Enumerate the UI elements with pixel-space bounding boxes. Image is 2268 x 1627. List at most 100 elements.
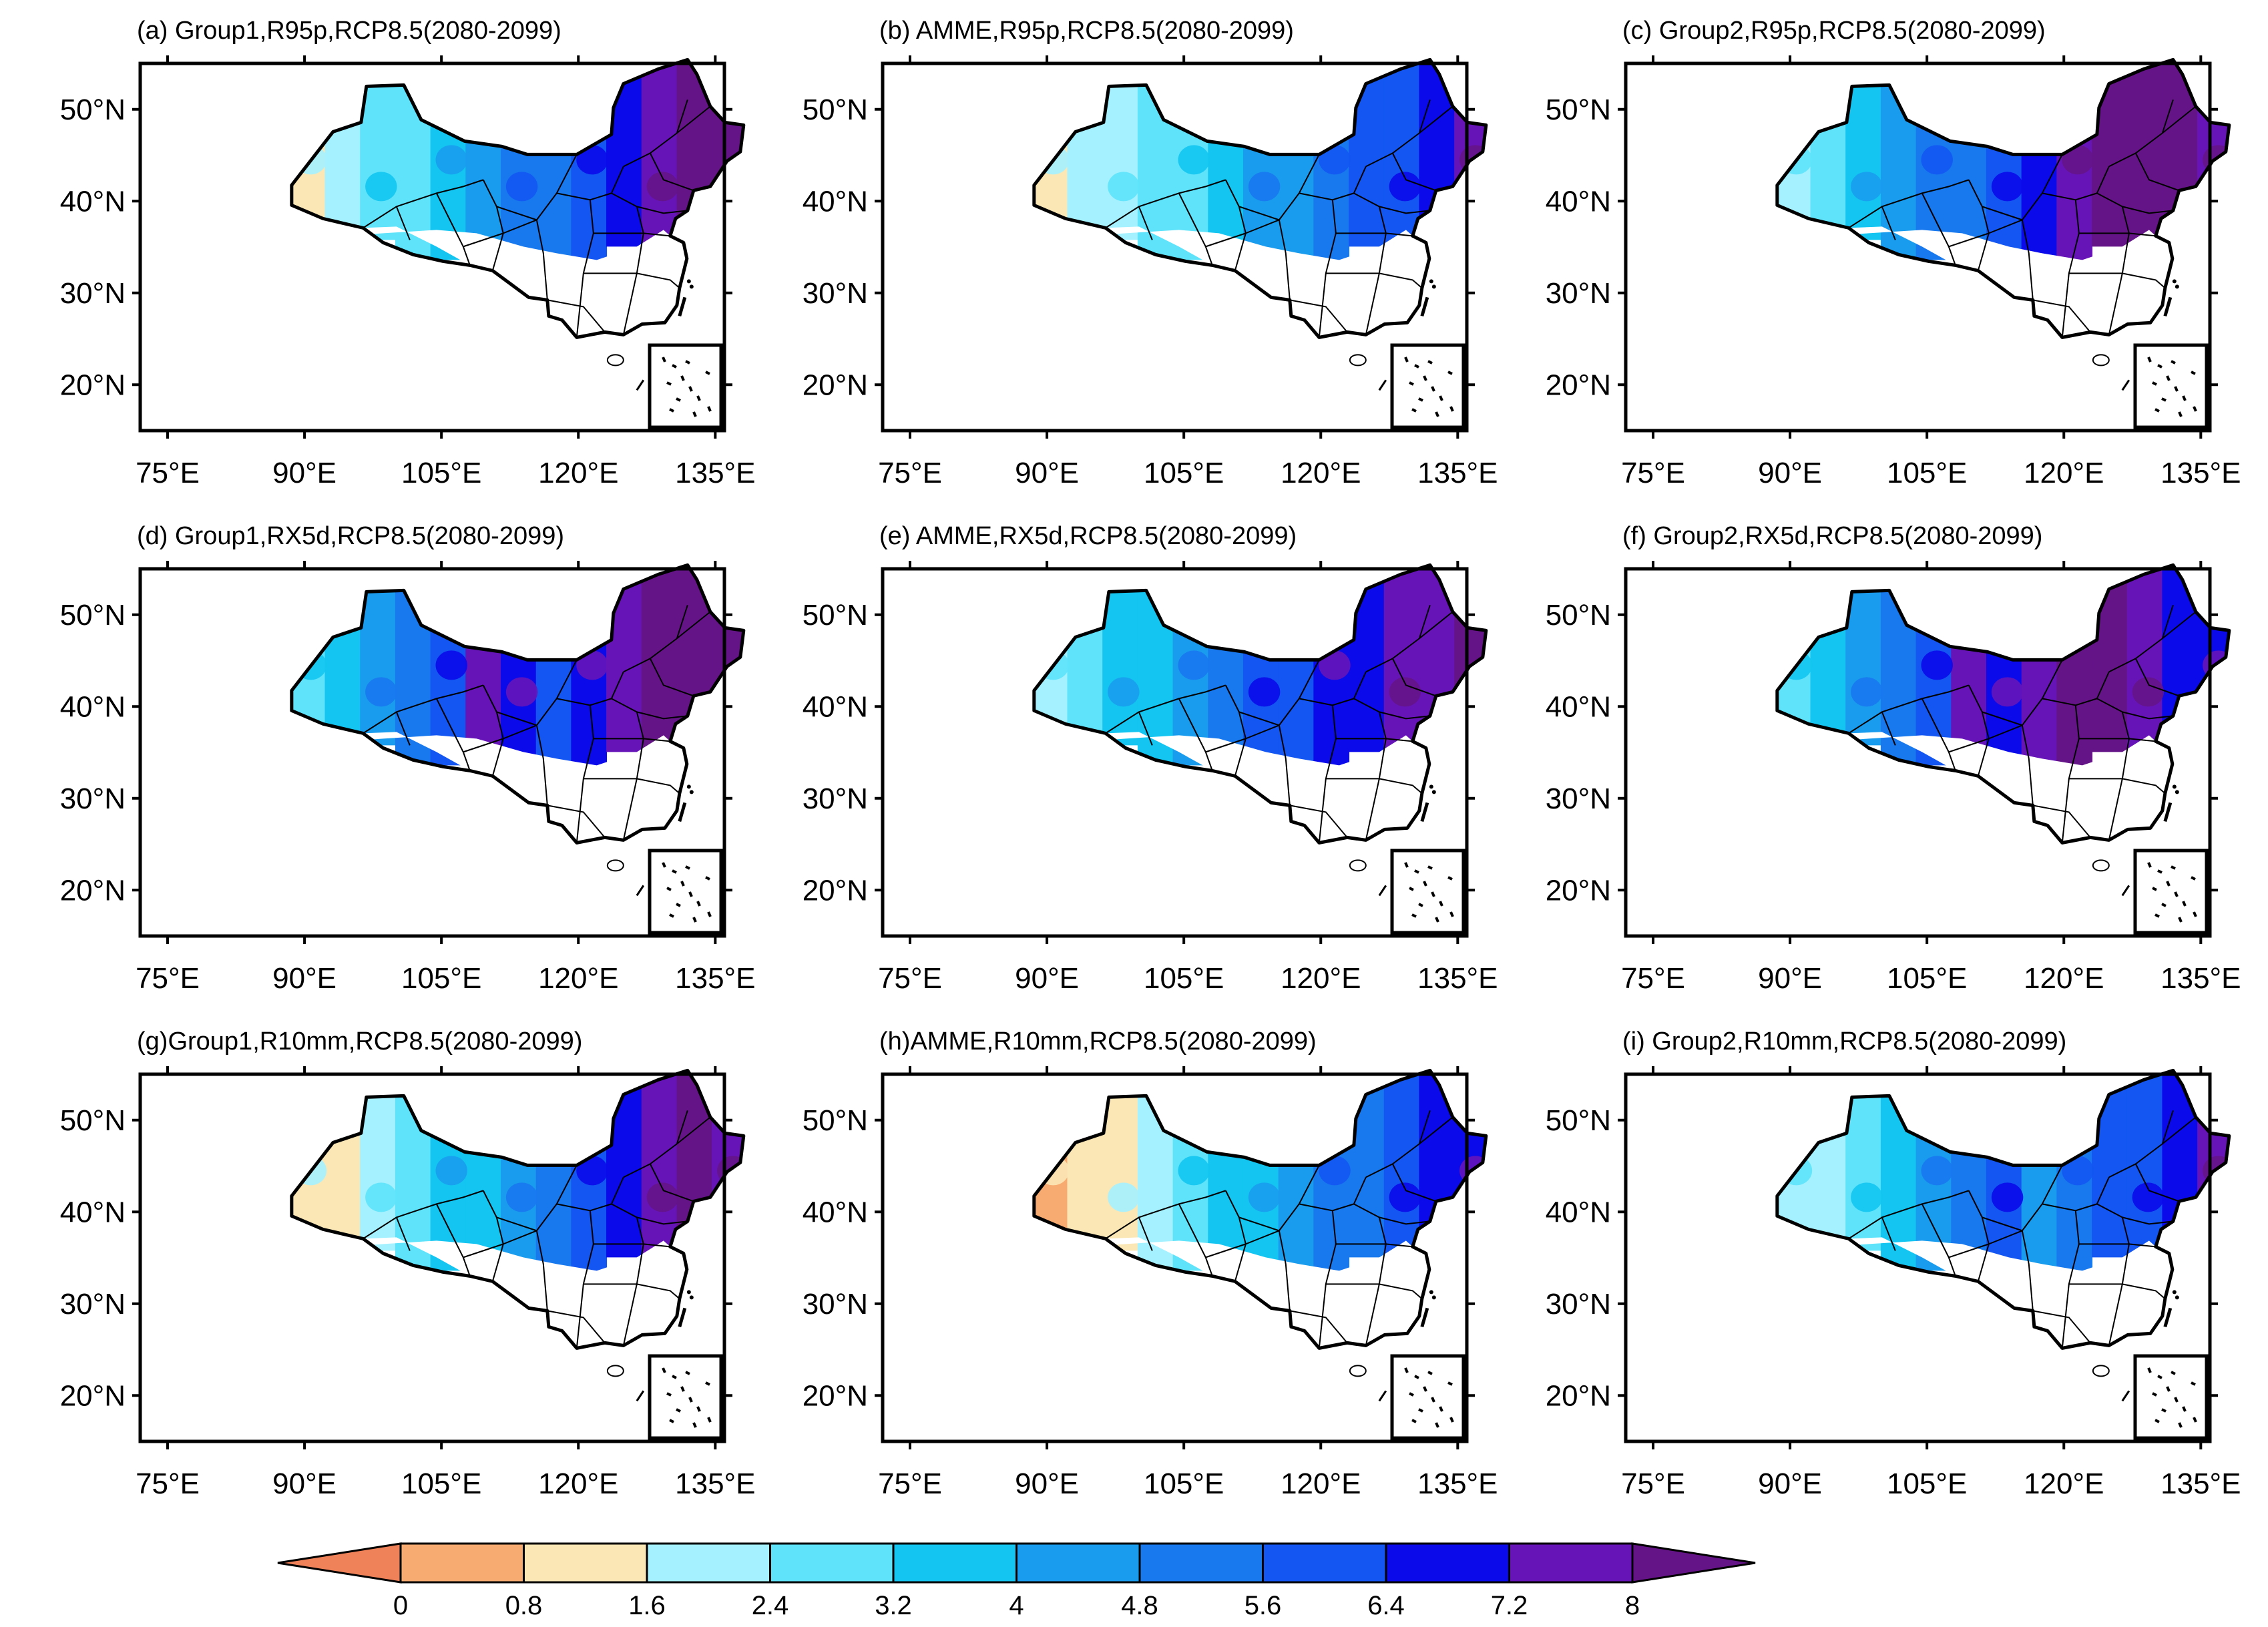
province-boundary: [463, 1243, 504, 1258]
lat-label: 50°N: [1546, 1104, 1611, 1137]
province-boundary: [1178, 698, 1213, 771]
shade-blob: [1319, 650, 1351, 680]
shade-cell: [1383, 565, 1420, 752]
south-china-sea-inset: [2133, 343, 2209, 429]
province-boundary: [1948, 232, 1990, 248]
shade-blob: [1319, 1156, 1351, 1186]
province-boundary: [556, 671, 624, 706]
lon-label: 135°E: [675, 962, 755, 995]
nine-dash-line: [1435, 1422, 1439, 1428]
province-boundary: [2061, 200, 2080, 338]
lat-label: 50°N: [1546, 599, 1611, 632]
map-panel-e: (e) AMME,RX5d,RCP8.5(2080-2099) 75°E 90°E 1…: [803, 522, 1498, 995]
lon-label: 90°E: [1015, 1467, 1079, 1500]
lon-label: 75°E: [136, 457, 200, 489]
panel-title: (e) AMME,RX5d,RCP8.5(2080-2099): [879, 522, 1297, 550]
lon-label: 135°E: [1417, 457, 1498, 489]
nine-dash-line: [2174, 891, 2179, 897]
inset-frame: [648, 343, 723, 429]
nine-dash-line: [2182, 1406, 2187, 1412]
south-no-data: [291, 226, 687, 338]
province-boundary: [535, 725, 548, 806]
province-boundary: [2061, 1210, 2080, 1349]
province-boundary: [1418, 1110, 1431, 1144]
lon-label: 120°E: [2024, 1467, 2104, 1500]
colorbar-segment: [1015, 1542, 1141, 1584]
south-no-data: [291, 1237, 687, 1349]
shade-cell: [2126, 59, 2163, 247]
nine-dash-line: [696, 901, 701, 907]
province-boundary: [496, 1216, 537, 1232]
shade-blob: [435, 145, 467, 175]
lon-label: 105°E: [401, 457, 481, 489]
panel-title: (g)Group1,R10mm,RCP8.5(2080-2099): [137, 1027, 582, 1056]
nine-dash-line: [685, 865, 690, 870]
nine-dash-line: [666, 887, 672, 891]
nine-dash-line: [669, 913, 674, 918]
province-boundary: [1988, 1164, 2063, 1245]
lon-label: 90°E: [1758, 962, 1822, 995]
nine-dash-line: [2157, 364, 2163, 369]
province-boundary: [1205, 1243, 1246, 1258]
province-boundary: [1379, 1283, 1423, 1300]
province-boundary: [1982, 1216, 2023, 1232]
lon-label: 135°E: [675, 457, 755, 489]
nine-dash-line: [2152, 887, 2157, 891]
hainan-island: [606, 354, 624, 367]
shade-blob: [1248, 172, 1281, 202]
province-boundary: [2108, 1116, 2197, 1178]
province-boundary: [2061, 705, 2080, 843]
province-boundary: [1278, 220, 1291, 300]
province-boundary: [2096, 698, 2173, 720]
nine-dash-line: [2191, 876, 2196, 881]
province-boundary: [463, 232, 504, 248]
taiwan-island: [678, 1307, 687, 1328]
lon-label: 120°E: [538, 962, 618, 995]
lat-label: 30°N: [803, 782, 868, 815]
colorbar-label: 1.6: [628, 1591, 666, 1620]
south-china-sea-inset: [1390, 849, 1465, 935]
shade-blob: [1248, 677, 1281, 707]
nine-dash-line: [1414, 364, 1419, 369]
shade-blob: [505, 172, 538, 202]
south-no-data: [1777, 732, 2173, 843]
shade-blob: [1108, 172, 1140, 202]
map-panel-d: (d) Group1,RX5d,RCP8.5(2080-2099) 75°E 90°…: [60, 522, 756, 995]
province-boundary: [1921, 698, 1956, 771]
nine-dash-line: [1404, 1367, 1409, 1373]
province-boundary: [622, 206, 644, 335]
colorbar-arrow-left: [277, 1542, 402, 1584]
shade-blob: [576, 650, 608, 680]
island-dot: [1429, 1290, 1433, 1295]
hainan-island: [606, 1365, 624, 1377]
map-frame: [881, 567, 1469, 938]
shade-blob: [576, 1156, 608, 1186]
lon-label: 120°E: [1281, 1467, 1361, 1500]
nine-dash-line: [707, 406, 712, 412]
province-boundary: [1365, 1116, 1453, 1178]
province-boundary: [2161, 605, 2174, 639]
map-panel-g: (g)Group1,R10mm,RCP8.5(2080-2099) 75°E 90°…: [60, 1027, 756, 1500]
shade-cell: [641, 59, 678, 247]
lon-label: 135°E: [675, 1467, 755, 1500]
south-china-sea-inset: [2133, 1354, 2209, 1440]
province-boundary: [482, 1190, 504, 1282]
province-boundary: [1379, 272, 1423, 289]
shade-cell: [2126, 565, 2163, 752]
province-boundary: [1245, 659, 1320, 740]
province-boundary: [556, 1176, 624, 1212]
nine-dash-line: [2161, 903, 2167, 907]
nine-dash-line: [2191, 1381, 2196, 1386]
island-dot: [2172, 1290, 2177, 1295]
china-outline: [290, 563, 746, 845]
map-panel-h: (h)AMME,R10mm,RCP8.5(2080-2099) 75°E 90°E 1…: [803, 1027, 1498, 1500]
colorbar-label: 4.8: [1121, 1591, 1158, 1620]
colorbar-label: 3.2: [875, 1591, 912, 1620]
china-outline: [1775, 57, 2231, 339]
map-frame: [138, 61, 726, 433]
nine-dash-line: [662, 862, 666, 868]
nine-dash-line: [676, 1408, 681, 1413]
colorbar-segment: [769, 1542, 895, 1584]
province-boundary: [1391, 658, 1437, 697]
colorbar-segment: [1508, 1542, 1634, 1584]
